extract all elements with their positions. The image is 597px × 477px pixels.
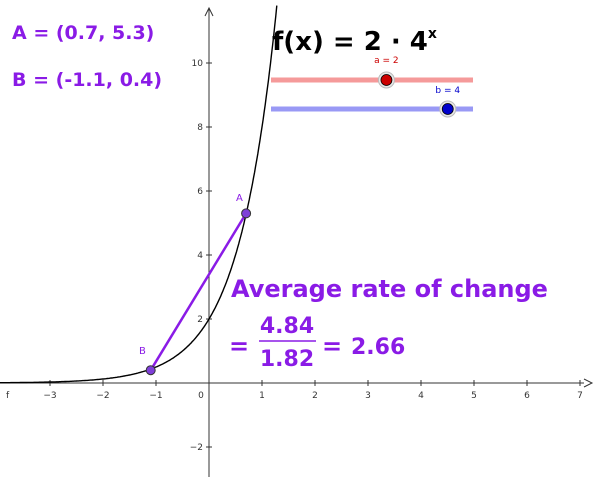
x-tick-label: 6 [524, 391, 530, 401]
x-tick-label: 5 [471, 391, 477, 401]
y-axis-ticks: −2 2 4 6 8 10 [190, 59, 212, 453]
x-tick-label: −2 [96, 391, 109, 401]
x-tick-label: 3 [365, 391, 371, 401]
y-tick-label: 4 [197, 251, 203, 261]
x-tick-label: −1 [149, 391, 162, 401]
x-tick-label: −3 [43, 391, 56, 401]
y-tick-label: 2 [197, 315, 203, 325]
y-axis [204, 6, 214, 477]
aroc-denominator: 1.82 [260, 347, 314, 372]
aroc-title: Average rate of change [231, 275, 548, 303]
slider-a-thumb[interactable] [380, 74, 393, 86]
x-tick-label: 1 [259, 391, 265, 401]
aroc-numerator: 4.84 [260, 314, 314, 339]
y-tick-label: −2 [190, 443, 203, 453]
aroc-equals-1: = [229, 332, 249, 360]
point-a-label: A [236, 193, 243, 204]
point-a-coordinates: A = (0.7, 5.3) [12, 22, 154, 44]
x-axis-ticks: −3 −2 −1 0 1 2 3 4 5 6 7 [43, 380, 583, 401]
aroc-equals-2: = [322, 332, 342, 360]
x-axis [0, 378, 594, 388]
function-equation: f(x) = 2 · 4x [272, 26, 437, 57]
slider-b-thumb[interactable] [441, 103, 454, 115]
slider-b-label: b = 4 [435, 86, 460, 96]
slider-b[interactable]: b = 4 [271, 86, 473, 118]
slider-a[interactable]: a = 2 [271, 56, 473, 89]
point-b-coordinates: B = (-1.1, 0.4) [12, 69, 162, 91]
y-tick-label: 6 [197, 187, 203, 197]
point-a[interactable] [241, 208, 252, 219]
function-curve[interactable] [0, 5, 278, 384]
point-b-label: B [139, 346, 146, 357]
y-tick-label: 8 [197, 123, 203, 133]
slider-a-label: a = 2 [374, 56, 399, 66]
x-tick-label: 7 [577, 391, 583, 401]
aroc-result: 2.66 [351, 335, 405, 360]
x-tick-label: 4 [418, 391, 424, 401]
x-tick-label: 2 [312, 391, 318, 401]
secant-segment-ab[interactable] [149, 212, 248, 371]
curve-label: f [6, 391, 10, 401]
point-b[interactable] [145, 365, 156, 376]
y-tick-label: 10 [192, 59, 204, 69]
x-tick-label: 0 [198, 391, 204, 401]
